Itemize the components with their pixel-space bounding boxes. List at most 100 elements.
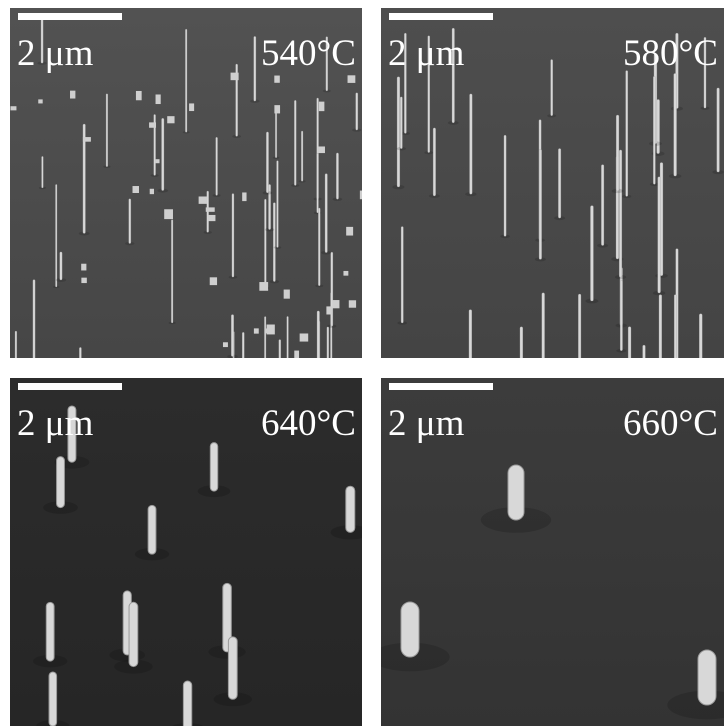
crystallite	[317, 146, 325, 154]
nanowire	[147, 504, 157, 555]
crystallite	[209, 277, 218, 286]
nanowire	[716, 87, 720, 173]
nanowire	[326, 326, 329, 358]
nanowire	[268, 184, 271, 230]
crystallite	[207, 214, 216, 222]
nanowire	[697, 649, 717, 706]
rod-shadow	[12, 373, 20, 376]
nanowire	[264, 198, 267, 289]
nanowire	[286, 316, 289, 358]
crystallite	[253, 328, 259, 334]
nanowire	[541, 292, 545, 358]
rod-shadow	[671, 366, 682, 370]
crystallite	[346, 226, 354, 236]
panel-background	[381, 378, 724, 726]
scale-bar	[18, 13, 122, 20]
nanowire	[128, 601, 139, 668]
nanowire	[404, 32, 407, 134]
nanowire	[266, 131, 269, 193]
scale-bar	[389, 13, 493, 20]
nanowire	[674, 294, 677, 358]
nanowire	[355, 92, 358, 131]
nanowire	[56, 456, 65, 509]
crystallite	[189, 103, 195, 112]
scale-bar	[18, 383, 122, 390]
nanowire	[264, 316, 267, 358]
crystallite	[81, 263, 87, 271]
rod-shadow	[239, 370, 248, 373]
nanowire	[503, 135, 507, 237]
nanowire	[699, 313, 703, 358]
nanowire	[32, 279, 36, 358]
crystallite	[274, 105, 281, 114]
nanowire	[625, 70, 628, 197]
crystallite	[38, 99, 43, 104]
nanowire	[185, 28, 188, 133]
crystallite	[135, 90, 142, 101]
scale-bar	[389, 383, 493, 390]
crystallite	[259, 282, 269, 291]
nanowire	[336, 152, 339, 200]
crystallite	[155, 94, 161, 105]
nanowire	[231, 193, 235, 278]
crystallite	[82, 137, 91, 142]
nanowire	[171, 219, 174, 324]
crystallite	[294, 350, 300, 358]
nanowire	[658, 294, 662, 358]
crystallite	[167, 116, 175, 124]
crystallite	[81, 277, 87, 284]
temperature-label: 580°C	[623, 33, 718, 74]
nanowire	[601, 164, 605, 246]
crystallite	[348, 300, 357, 308]
nanowire	[235, 63, 238, 137]
nanowire	[209, 442, 219, 492]
sem-panel: 2 μm 580°C	[381, 8, 724, 370]
nanowire	[519, 326, 523, 358]
rod-shadow	[29, 364, 39, 368]
crystallite	[347, 75, 356, 83]
crystallite	[230, 72, 239, 81]
nanowire	[620, 280, 623, 351]
nanowire	[161, 118, 165, 191]
nanowire	[222, 582, 232, 653]
nanowire	[182, 680, 193, 726]
nanowire	[400, 601, 420, 658]
nanowire	[41, 156, 44, 189]
nanowire	[276, 160, 279, 248]
nanowire	[316, 310, 320, 358]
crystallite	[149, 122, 157, 128]
nanowire	[558, 148, 562, 219]
nanowire	[396, 76, 400, 188]
crystallite	[332, 300, 340, 309]
crystallite	[149, 188, 155, 195]
crystallite	[326, 306, 333, 315]
nanowire	[653, 76, 656, 185]
nanowire	[82, 123, 86, 234]
nanowire	[242, 332, 245, 358]
nanowire	[469, 93, 473, 195]
crystallite	[222, 342, 228, 348]
nanowire	[231, 314, 234, 357]
temperature-label: 540°C	[261, 33, 356, 74]
nanowire	[345, 485, 356, 533]
crystallite	[164, 209, 173, 220]
nanowire	[538, 149, 542, 260]
crystallite	[343, 270, 349, 276]
nanowire	[275, 111, 277, 158]
nanowire	[657, 176, 661, 294]
nanowire	[400, 226, 404, 324]
nanowire	[45, 601, 55, 662]
nanowire	[619, 149, 622, 278]
nanowire	[294, 100, 297, 186]
temperature-label: 640°C	[261, 403, 356, 444]
crystallite	[283, 289, 290, 299]
nanowire	[273, 202, 276, 282]
nanowire	[590, 205, 594, 302]
nanowire	[400, 96, 403, 149]
nanowire	[616, 114, 620, 192]
nanowire	[215, 137, 218, 196]
sem-panel: 2 μm 660°C	[381, 378, 724, 726]
nanowire	[67, 405, 77, 463]
